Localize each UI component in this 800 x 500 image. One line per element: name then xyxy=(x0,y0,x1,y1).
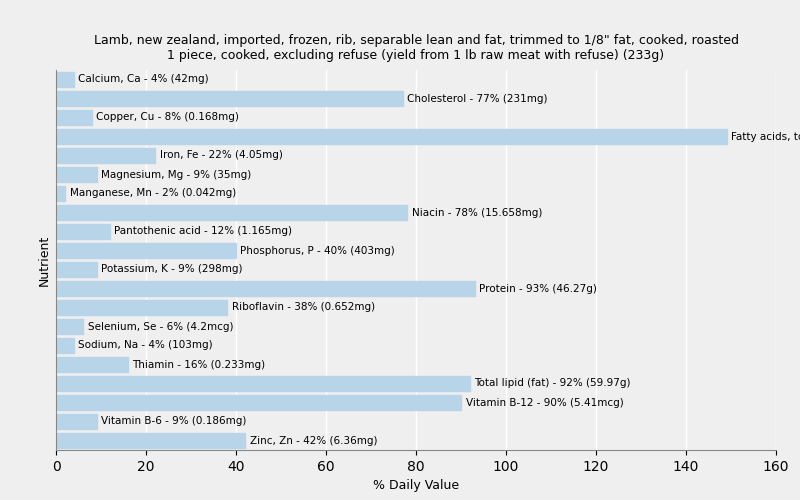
Bar xyxy=(56,358,128,372)
Text: Iron, Fe - 22% (4.05mg): Iron, Fe - 22% (4.05mg) xyxy=(159,150,282,160)
Text: Fatty acids, total saturated - 149% (29.871g): Fatty acids, total saturated - 149% (29.… xyxy=(731,132,800,141)
Text: Selenium, Se - 6% (4.2mcg): Selenium, Se - 6% (4.2mcg) xyxy=(87,322,233,332)
Bar xyxy=(56,224,110,238)
Text: Protein - 93% (46.27g): Protein - 93% (46.27g) xyxy=(479,284,597,294)
Bar xyxy=(56,414,97,428)
Text: Phosphorus, P - 40% (403mg): Phosphorus, P - 40% (403mg) xyxy=(241,246,395,256)
Text: Manganese, Mn - 2% (0.042mg): Manganese, Mn - 2% (0.042mg) xyxy=(70,188,236,198)
Bar xyxy=(56,320,83,334)
Bar xyxy=(56,186,65,200)
Text: Sodium, Na - 4% (103mg): Sodium, Na - 4% (103mg) xyxy=(78,340,213,350)
Bar xyxy=(56,148,155,162)
Bar xyxy=(56,376,470,390)
Title: Lamb, new zealand, imported, frozen, rib, separable lean and fat, trimmed to 1/8: Lamb, new zealand, imported, frozen, rib… xyxy=(94,34,738,62)
Bar xyxy=(56,92,402,106)
Text: Vitamin B-6 - 9% (0.186mg): Vitamin B-6 - 9% (0.186mg) xyxy=(101,416,246,426)
Text: Pantothenic acid - 12% (1.165mg): Pantothenic acid - 12% (1.165mg) xyxy=(114,226,293,236)
Bar xyxy=(56,282,474,296)
Text: Vitamin B-12 - 90% (5.41mcg): Vitamin B-12 - 90% (5.41mcg) xyxy=(466,398,623,407)
Bar xyxy=(56,300,227,314)
Text: Cholesterol - 77% (231mg): Cholesterol - 77% (231mg) xyxy=(407,94,547,104)
X-axis label: % Daily Value: % Daily Value xyxy=(373,480,459,492)
Text: Total lipid (fat) - 92% (59.97g): Total lipid (fat) - 92% (59.97g) xyxy=(474,378,631,388)
Text: Calcium, Ca - 4% (42mg): Calcium, Ca - 4% (42mg) xyxy=(78,74,209,85)
Y-axis label: Nutrient: Nutrient xyxy=(38,234,50,286)
Bar xyxy=(56,130,726,143)
Bar xyxy=(56,396,461,409)
Text: Thiamin - 16% (0.233mg): Thiamin - 16% (0.233mg) xyxy=(133,360,266,370)
Bar xyxy=(56,72,74,86)
Bar xyxy=(56,338,74,352)
Bar xyxy=(56,434,245,448)
Bar xyxy=(56,262,97,276)
Bar xyxy=(56,244,236,258)
Text: Zinc, Zn - 42% (6.36mg): Zinc, Zn - 42% (6.36mg) xyxy=(250,436,377,446)
Text: Magnesium, Mg - 9% (35mg): Magnesium, Mg - 9% (35mg) xyxy=(101,170,251,179)
Text: Copper, Cu - 8% (0.168mg): Copper, Cu - 8% (0.168mg) xyxy=(97,112,239,122)
Bar xyxy=(56,206,407,220)
Text: Riboflavin - 38% (0.652mg): Riboflavin - 38% (0.652mg) xyxy=(231,302,374,312)
Text: Niacin - 78% (15.658mg): Niacin - 78% (15.658mg) xyxy=(411,208,542,218)
Bar xyxy=(56,168,97,181)
Text: Potassium, K - 9% (298mg): Potassium, K - 9% (298mg) xyxy=(101,264,242,274)
Bar xyxy=(56,110,92,124)
